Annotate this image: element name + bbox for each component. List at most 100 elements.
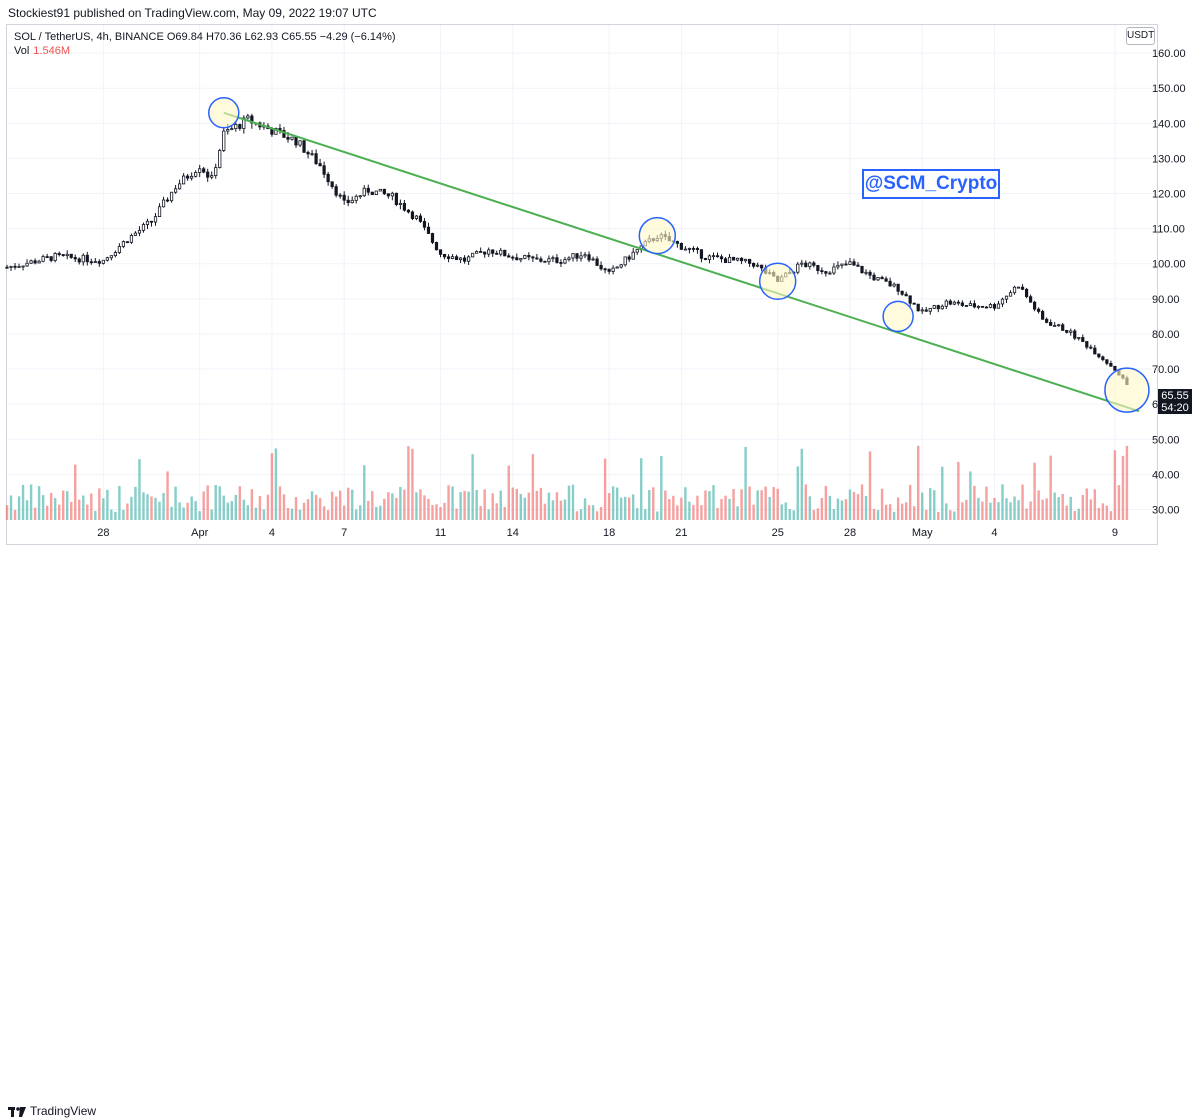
candle-body — [182, 175, 186, 185]
volume-bar — [551, 500, 555, 520]
brand[interactable]: TradingView — [8, 1104, 96, 1118]
volume-bar — [1057, 497, 1060, 520]
candle-body — [916, 303, 920, 312]
y-tick-label: 160.00 — [1152, 48, 1186, 60]
candle-body — [1069, 330, 1073, 333]
price-chart[interactable]: 30.0040.0050.0060.0070.0080.0090.00100.0… — [0, 0, 1200, 573]
candle-body — [422, 221, 427, 228]
volume-bar — [1021, 484, 1024, 520]
candle-body — [567, 257, 571, 260]
candle-body — [884, 278, 888, 282]
candle-body — [1077, 337, 1081, 339]
candle-body — [727, 256, 732, 263]
candle-body — [904, 293, 908, 297]
candle-body — [487, 249, 491, 255]
volume-bar — [892, 511, 896, 520]
candle-body — [290, 136, 294, 140]
volume-bar — [876, 510, 880, 520]
highlight-circle[interactable] — [1104, 367, 1150, 413]
volume-bar — [379, 505, 382, 520]
y-tick-label: 120.00 — [1152, 189, 1186, 201]
candle-body — [194, 172, 198, 177]
volume-bar — [925, 509, 928, 520]
volume-bar — [868, 451, 872, 520]
volume-bar — [965, 499, 968, 520]
volume-bar — [824, 485, 828, 520]
volume-bar — [427, 498, 430, 520]
candle-body — [222, 130, 226, 151]
volume-bar — [933, 490, 936, 520]
y-tick-label: 140.00 — [1152, 118, 1186, 130]
candle-body — [691, 248, 696, 250]
volume-bar — [527, 492, 531, 520]
volume-bar — [1073, 510, 1076, 520]
candle-body — [679, 243, 683, 250]
volume-bar — [21, 484, 25, 520]
volume-bar — [45, 505, 49, 520]
candle-body — [442, 253, 447, 258]
candle-body — [571, 253, 575, 259]
candle-body — [980, 305, 985, 308]
highlight-circle[interactable] — [638, 216, 677, 255]
volume-bar — [342, 505, 346, 520]
candle-body — [1057, 324, 1061, 327]
volume-bar — [298, 509, 302, 520]
trendline[interactable] — [223, 111, 1140, 413]
volume-bar — [270, 453, 274, 520]
currency-badge[interactable]: USDT — [1126, 27, 1155, 45]
highlight-circle[interactable] — [882, 300, 914, 333]
candle-body — [719, 256, 724, 260]
candle-body — [53, 253, 57, 261]
candle-body — [250, 115, 254, 124]
volume-bar — [90, 493, 93, 520]
candle-body — [69, 253, 73, 258]
candle-body — [495, 252, 499, 255]
candle-body — [1089, 346, 1093, 349]
volume-bar — [949, 510, 952, 520]
highlight-circle[interactable] — [208, 97, 240, 129]
candle-body — [583, 254, 587, 257]
candle-body — [675, 241, 679, 244]
candle-body — [133, 232, 138, 236]
volume-bar — [322, 506, 326, 520]
volume-bar — [792, 510, 795, 520]
candle-body — [1061, 324, 1065, 331]
candle-body — [145, 220, 150, 225]
volume-bar — [238, 486, 242, 520]
volume-bar — [491, 493, 494, 520]
candle-body — [97, 261, 101, 264]
volume-bar — [523, 497, 527, 520]
volume-bar — [447, 485, 450, 520]
volume-bar — [170, 506, 173, 520]
volume-bar — [1109, 511, 1113, 520]
candle-body — [202, 168, 206, 173]
y-tick-label: 150.00 — [1152, 83, 1186, 95]
candle-body — [623, 256, 627, 266]
bottom-bar: TradingView — [0, 549, 1200, 1118]
candle-body — [25, 262, 29, 267]
candle-body — [603, 268, 607, 271]
volume-bar — [130, 496, 133, 520]
volume-bar — [615, 487, 619, 520]
bar-countdown: 54:20 — [1161, 402, 1189, 414]
highlight-circle[interactable] — [758, 262, 797, 301]
volume-bar — [499, 490, 502, 520]
volume-bar — [640, 458, 643, 520]
volume-bar — [627, 497, 631, 520]
volume-bar — [102, 498, 105, 520]
volume-bar — [1013, 496, 1016, 520]
volume-bar — [760, 490, 763, 520]
volume-bar — [37, 486, 41, 520]
candle-body — [178, 183, 182, 190]
volume-bar — [106, 489, 109, 520]
chart-frame[interactable] — [6, 24, 1158, 545]
candle-body — [117, 246, 121, 253]
candle-body — [888, 280, 892, 287]
volume-bar — [431, 504, 434, 520]
volume-bar — [334, 496, 338, 520]
candle-body — [125, 241, 130, 244]
candle-body — [1113, 365, 1117, 371]
volume-bar — [146, 494, 149, 520]
highlight-circles — [208, 97, 1150, 413]
candle-body — [615, 266, 619, 269]
